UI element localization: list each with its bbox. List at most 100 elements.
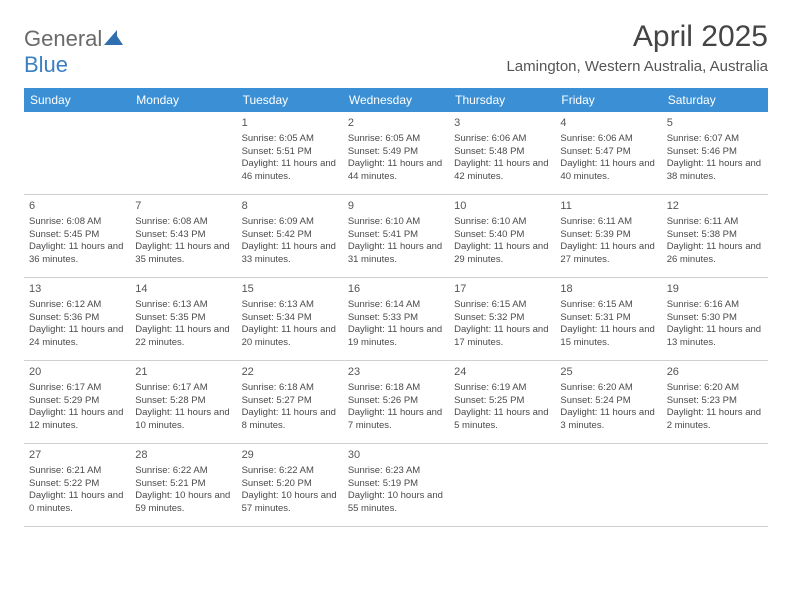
daylight-line: Daylight: 11 hours and 5 minutes. (454, 407, 550, 433)
day-cell-6: 6Sunrise: 6:08 AMSunset: 5:45 PMDaylight… (24, 195, 130, 277)
day-number: 26 (667, 365, 763, 380)
sunrise-line: Sunrise: 6:18 AM (348, 382, 444, 395)
day-cell-3: 3Sunrise: 6:06 AMSunset: 5:48 PMDaylight… (449, 112, 555, 194)
daylight-line: Daylight: 11 hours and 7 minutes. (348, 407, 444, 433)
day-cell-12: 12Sunrise: 6:11 AMSunset: 5:38 PMDayligh… (662, 195, 768, 277)
day-cell-14: 14Sunrise: 6:13 AMSunset: 5:35 PMDayligh… (130, 278, 236, 360)
daylight-line: Daylight: 11 hours and 19 minutes. (348, 324, 444, 350)
day-cell-27: 27Sunrise: 6:21 AMSunset: 5:22 PMDayligh… (24, 444, 130, 526)
sunset-line: Sunset: 5:36 PM (29, 312, 125, 325)
daylight-line: Daylight: 11 hours and 3 minutes. (560, 407, 656, 433)
daylight-line: Daylight: 10 hours and 55 minutes. (348, 490, 444, 516)
day-cell-11: 11Sunrise: 6:11 AMSunset: 5:39 PMDayligh… (555, 195, 661, 277)
day-cell-empty (555, 444, 661, 526)
daylight-line: Daylight: 11 hours and 35 minutes. (135, 241, 231, 267)
daylight-line: Daylight: 10 hours and 59 minutes. (135, 490, 231, 516)
day-number: 16 (348, 282, 444, 297)
day-cell-10: 10Sunrise: 6:10 AMSunset: 5:40 PMDayligh… (449, 195, 555, 277)
day-cell-19: 19Sunrise: 6:16 AMSunset: 5:30 PMDayligh… (662, 278, 768, 360)
daylight-line: Daylight: 11 hours and 13 minutes. (667, 324, 763, 350)
day-header-friday: Friday (555, 88, 661, 112)
sunrise-line: Sunrise: 6:15 AM (560, 299, 656, 312)
logo-text-1: General (24, 26, 102, 51)
week-row: 6Sunrise: 6:08 AMSunset: 5:45 PMDaylight… (24, 195, 768, 278)
sunrise-line: Sunrise: 6:22 AM (242, 465, 338, 478)
month-title: April 2025 (506, 20, 768, 54)
day-cell-25: 25Sunrise: 6:20 AMSunset: 5:24 PMDayligh… (555, 361, 661, 443)
sunset-line: Sunset: 5:31 PM (560, 312, 656, 325)
weeks-container: 1Sunrise: 6:05 AMSunset: 5:51 PMDaylight… (24, 112, 768, 527)
sunset-line: Sunset: 5:47 PM (560, 146, 656, 159)
day-cell-24: 24Sunrise: 6:19 AMSunset: 5:25 PMDayligh… (449, 361, 555, 443)
day-number: 19 (667, 282, 763, 297)
daylight-line: Daylight: 11 hours and 27 minutes. (560, 241, 656, 267)
sunset-line: Sunset: 5:32 PM (454, 312, 550, 325)
daylight-line: Daylight: 11 hours and 17 minutes. (454, 324, 550, 350)
day-number: 27 (29, 448, 125, 463)
day-cell-7: 7Sunrise: 6:08 AMSunset: 5:43 PMDaylight… (130, 195, 236, 277)
day-number: 30 (348, 448, 444, 463)
day-number: 17 (454, 282, 550, 297)
day-cell-empty (449, 444, 555, 526)
logo-text: GeneralBlue (24, 26, 124, 78)
sunrise-line: Sunrise: 6:23 AM (348, 465, 444, 478)
sunset-line: Sunset: 5:45 PM (29, 229, 125, 242)
sunrise-line: Sunrise: 6:11 AM (560, 216, 656, 229)
day-number: 25 (560, 365, 656, 380)
day-number: 3 (454, 116, 550, 131)
day-number: 14 (135, 282, 231, 297)
day-cell-26: 26Sunrise: 6:20 AMSunset: 5:23 PMDayligh… (662, 361, 768, 443)
calendar-page: GeneralBlue April 2025 Lamington, Wester… (0, 0, 792, 547)
calendar-grid: SundayMondayTuesdayWednesdayThursdayFrid… (24, 88, 768, 527)
day-cell-empty (130, 112, 236, 194)
sunrise-line: Sunrise: 6:10 AM (348, 216, 444, 229)
sunrise-line: Sunrise: 6:08 AM (135, 216, 231, 229)
sunset-line: Sunset: 5:20 PM (242, 478, 338, 491)
day-cell-23: 23Sunrise: 6:18 AMSunset: 5:26 PMDayligh… (343, 361, 449, 443)
day-cell-1: 1Sunrise: 6:05 AMSunset: 5:51 PMDaylight… (237, 112, 343, 194)
day-cell-21: 21Sunrise: 6:17 AMSunset: 5:28 PMDayligh… (130, 361, 236, 443)
sunset-line: Sunset: 5:19 PM (348, 478, 444, 491)
day-header-wednesday: Wednesday (343, 88, 449, 112)
week-row: 27Sunrise: 6:21 AMSunset: 5:22 PMDayligh… (24, 444, 768, 527)
day-header-saturday: Saturday (662, 88, 768, 112)
sunset-line: Sunset: 5:23 PM (667, 395, 763, 408)
sunrise-line: Sunrise: 6:05 AM (242, 133, 338, 146)
daylight-line: Daylight: 11 hours and 36 minutes. (29, 241, 125, 267)
sunrise-line: Sunrise: 6:06 AM (560, 133, 656, 146)
sunrise-line: Sunrise: 6:19 AM (454, 382, 550, 395)
sunrise-line: Sunrise: 6:05 AM (348, 133, 444, 146)
logo: GeneralBlue (24, 26, 124, 78)
daylight-line: Daylight: 11 hours and 40 minutes. (560, 158, 656, 184)
sunrise-line: Sunrise: 6:13 AM (135, 299, 231, 312)
day-header-monday: Monday (130, 88, 236, 112)
daylight-line: Daylight: 11 hours and 15 minutes. (560, 324, 656, 350)
day-cell-2: 2Sunrise: 6:05 AMSunset: 5:49 PMDaylight… (343, 112, 449, 194)
day-number: 2 (348, 116, 444, 131)
day-cell-20: 20Sunrise: 6:17 AMSunset: 5:29 PMDayligh… (24, 361, 130, 443)
day-cell-28: 28Sunrise: 6:22 AMSunset: 5:21 PMDayligh… (130, 444, 236, 526)
day-number: 4 (560, 116, 656, 131)
sunrise-line: Sunrise: 6:08 AM (29, 216, 125, 229)
day-cell-18: 18Sunrise: 6:15 AMSunset: 5:31 PMDayligh… (555, 278, 661, 360)
day-number: 24 (454, 365, 550, 380)
sunset-line: Sunset: 5:40 PM (454, 229, 550, 242)
sunset-line: Sunset: 5:48 PM (454, 146, 550, 159)
sunset-line: Sunset: 5:42 PM (242, 229, 338, 242)
daylight-line: Daylight: 10 hours and 57 minutes. (242, 490, 338, 516)
sunset-line: Sunset: 5:33 PM (348, 312, 444, 325)
daylight-line: Daylight: 11 hours and 31 minutes. (348, 241, 444, 267)
sunset-line: Sunset: 5:30 PM (667, 312, 763, 325)
day-cell-16: 16Sunrise: 6:14 AMSunset: 5:33 PMDayligh… (343, 278, 449, 360)
sunset-line: Sunset: 5:39 PM (560, 229, 656, 242)
sunrise-line: Sunrise: 6:06 AM (454, 133, 550, 146)
day-cell-empty (24, 112, 130, 194)
day-cell-8: 8Sunrise: 6:09 AMSunset: 5:42 PMDaylight… (237, 195, 343, 277)
sunrise-line: Sunrise: 6:20 AM (667, 382, 763, 395)
sunrise-line: Sunrise: 6:17 AM (135, 382, 231, 395)
day-cell-17: 17Sunrise: 6:15 AMSunset: 5:32 PMDayligh… (449, 278, 555, 360)
sunrise-line: Sunrise: 6:07 AM (667, 133, 763, 146)
day-cell-29: 29Sunrise: 6:22 AMSunset: 5:20 PMDayligh… (237, 444, 343, 526)
daylight-line: Daylight: 11 hours and 26 minutes. (667, 241, 763, 267)
day-cell-15: 15Sunrise: 6:13 AMSunset: 5:34 PMDayligh… (237, 278, 343, 360)
